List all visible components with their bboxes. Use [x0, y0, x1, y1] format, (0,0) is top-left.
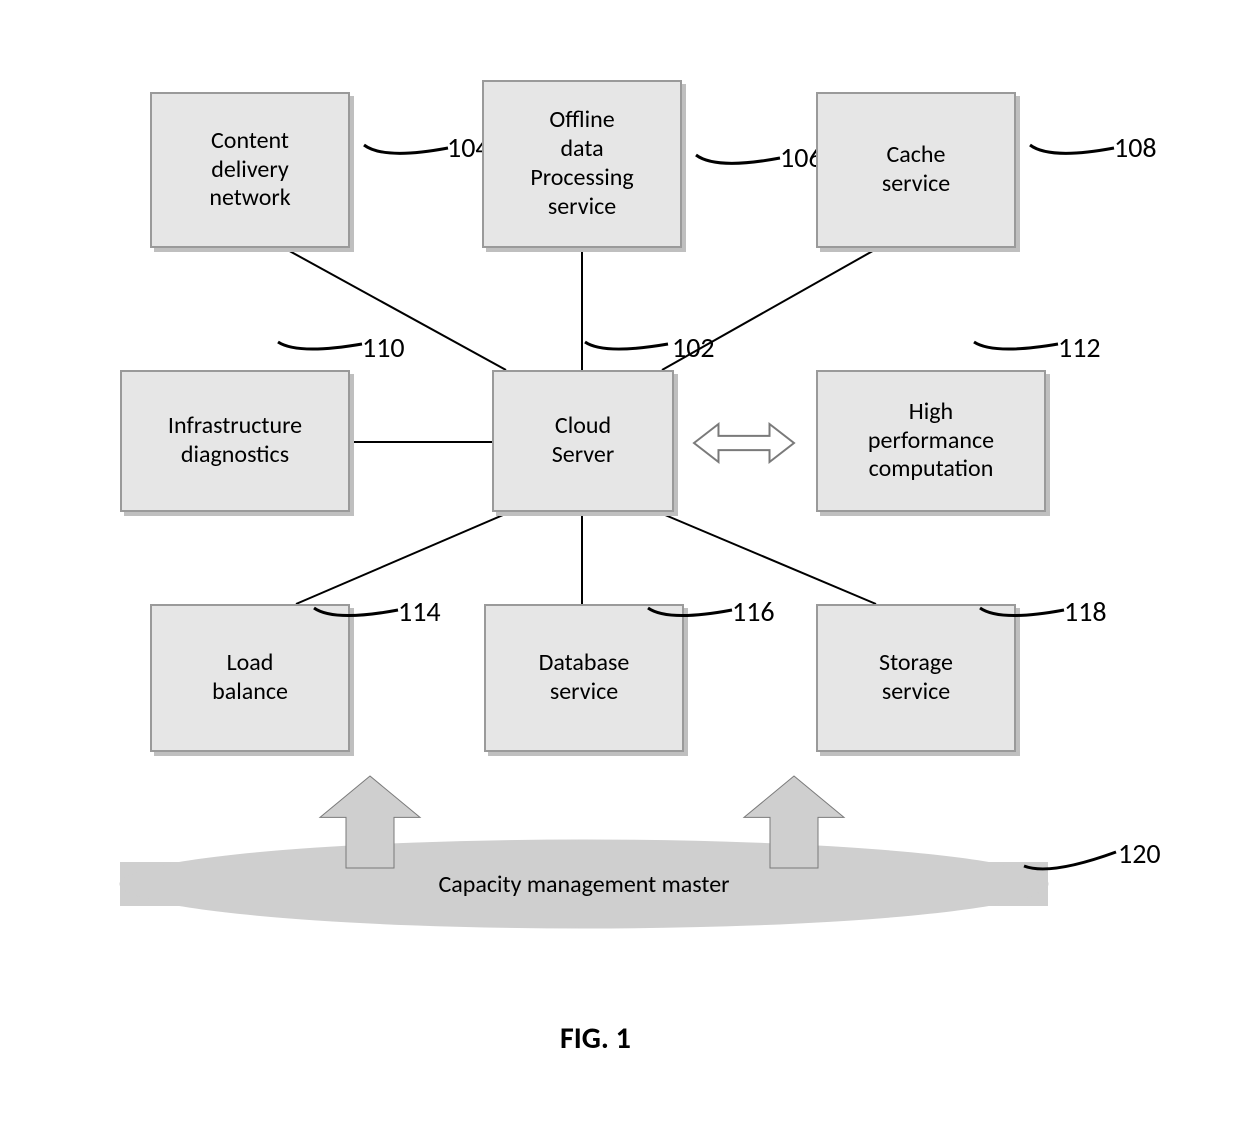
- ref-leader-118: [0, 0, 1240, 1135]
- figure-stage: Capacity management master 120 FIG. 1 Cl…: [0, 0, 1240, 1135]
